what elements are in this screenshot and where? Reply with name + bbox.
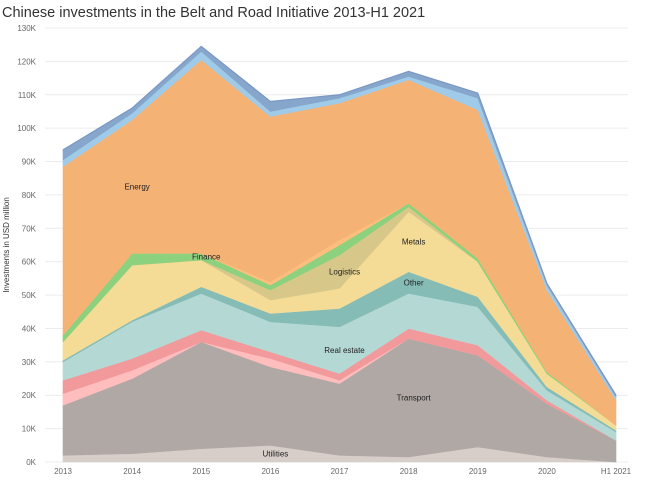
series-label: Transport bbox=[397, 394, 432, 403]
y-tick-label: 70K bbox=[22, 224, 37, 233]
area-labels: Utilities Transport Real estate Other Metals… bbox=[124, 183, 431, 459]
y-tick-label: 40K bbox=[22, 324, 37, 333]
series-label: Other bbox=[404, 279, 424, 288]
y-tick-label: 110K bbox=[18, 91, 37, 100]
series-label: Finance bbox=[192, 253, 221, 262]
y-axis-label: Investments in USD million bbox=[2, 197, 11, 293]
chart-title: Chinese investments in the Belt and Road… bbox=[2, 5, 426, 21]
series-label: Energy bbox=[124, 183, 149, 192]
series-label: Utilities bbox=[262, 450, 288, 459]
x-tick-label: 2013 bbox=[54, 467, 72, 476]
y-tick-label: 30K bbox=[22, 358, 37, 367]
y-tick-label: 20K bbox=[22, 391, 37, 400]
x-tick-label: 2014 bbox=[123, 467, 141, 476]
chart-areas bbox=[62, 45, 617, 463]
y-tick-label: 120K bbox=[17, 57, 36, 66]
y-tick-label: 60K bbox=[22, 258, 37, 267]
y-tick-label: 50K bbox=[22, 291, 37, 300]
x-tick-label: 2020 bbox=[538, 467, 556, 476]
x-axis-ticks: 2013 2014 2015 2016 2017 2018 2019 2020 H1 2021 bbox=[54, 467, 632, 476]
y-tick-label: 80K bbox=[22, 191, 37, 200]
y-tick-label: 10K bbox=[22, 425, 37, 434]
series-label: Logistics bbox=[329, 268, 360, 277]
y-tick-label: 130K bbox=[17, 24, 36, 33]
total-outline bbox=[62, 45, 617, 396]
x-tick-label: H1 2021 bbox=[601, 467, 632, 476]
y-tick-label: 90K bbox=[22, 158, 37, 167]
series-label: Real estate bbox=[324, 346, 365, 355]
y-tick-label: 100K bbox=[17, 124, 36, 133]
x-tick-label: 2017 bbox=[331, 467, 349, 476]
x-tick-label: 2015 bbox=[192, 467, 210, 476]
x-tick-label: 2019 bbox=[469, 467, 487, 476]
x-tick-label: 2018 bbox=[400, 467, 418, 476]
y-axis-ticks: 0K 10K 20K 30K 40K 50K 60K 70K 80K 90K 100K 110K 120… bbox=[17, 24, 36, 467]
series-label: Metals bbox=[402, 238, 426, 247]
y-tick-label: 0K bbox=[26, 458, 36, 467]
x-tick-label: 2016 bbox=[261, 467, 279, 476]
